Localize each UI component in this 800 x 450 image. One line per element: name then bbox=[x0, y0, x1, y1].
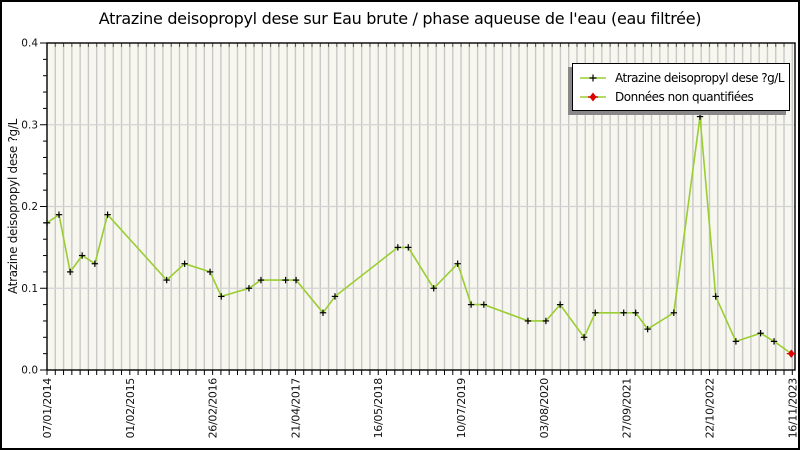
svg-text:0.2: 0.2 bbox=[21, 201, 38, 213]
svg-text:0.4: 0.4 bbox=[21, 38, 38, 50]
svg-text:27/09/2021: 27/09/2021 bbox=[621, 378, 634, 438]
svg-text:07/01/2014: 07/01/2014 bbox=[41, 378, 54, 439]
x-axis-ticks bbox=[46, 370, 793, 375]
svg-text:16/05/2018: 16/05/2018 bbox=[372, 378, 385, 439]
svg-text:22/10/2022: 22/10/2022 bbox=[703, 378, 716, 438]
data-point-markers bbox=[43, 113, 796, 358]
legend-label-nonquantified: Données non quantifiées bbox=[615, 89, 754, 104]
legend-label-series: Atrazine deisopropyl dese ?g/L bbox=[615, 70, 785, 85]
svg-text:03/08/2020: 03/08/2020 bbox=[538, 378, 551, 439]
svg-text:16/11/2023: 16/11/2023 bbox=[786, 378, 799, 439]
chart-title: Atrazine deisopropyl dese sur Eau brute … bbox=[98, 9, 702, 28]
svg-text:0.3: 0.3 bbox=[21, 119, 38, 131]
svg-text:0.0: 0.0 bbox=[21, 365, 38, 377]
x-axis-tick-labels: 07/01/2014 01/02/2015 26/02/2016 21/04/2017… bbox=[41, 378, 799, 439]
series-marker-icon bbox=[580, 74, 606, 81]
svg-text:0.1: 0.1 bbox=[21, 283, 38, 295]
svg-text:21/04/2017: 21/04/2017 bbox=[289, 378, 302, 439]
legend-item-series: Atrazine deisopropyl dese ?g/L bbox=[579, 68, 785, 87]
nonquantified-marker-icon bbox=[580, 92, 606, 101]
y-axis-ticks bbox=[40, 42, 47, 371]
svg-text:10/07/2019: 10/07/2019 bbox=[455, 378, 468, 439]
legend-item-nonquantified: Données non quantifiées bbox=[579, 87, 783, 106]
svg-text:26/02/2016: 26/02/2016 bbox=[207, 378, 220, 439]
y-axis-tick-labels: 0.0 0.1 0.2 0.3 0.4 bbox=[21, 38, 38, 377]
legend-box: Atrazine deisopropyl dese ?g/L Données n… bbox=[572, 63, 790, 111]
svg-text:01/02/2015: 01/02/2015 bbox=[124, 378, 137, 439]
horizontal-gridlines bbox=[47, 124, 795, 289]
